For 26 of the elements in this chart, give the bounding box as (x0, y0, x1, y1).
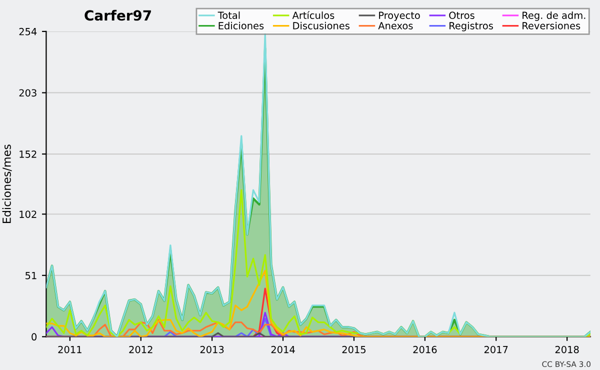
y-tick-label: 0 (32, 333, 37, 341)
y-tick-label: 152 (20, 150, 36, 158)
legend-label: Otros (449, 12, 474, 20)
legend-label: Registros (450, 22, 493, 32)
legend-label: Reversiones (522, 22, 580, 30)
legend-label: Total (218, 11, 240, 20)
legend-label: Proyecto (379, 12, 420, 21)
x-tick-label: 2014 (271, 346, 295, 354)
legend-label: Artículos (292, 11, 334, 20)
x-tick-label: 2017 (484, 346, 508, 354)
x-tick-label: 2016 (413, 346, 437, 354)
legend-label: Anexos (378, 22, 413, 30)
legend-label: Reg. de adm. (522, 11, 586, 21)
y-tick-label: 102 (20, 210, 36, 218)
y-tick-label: 203 (19, 89, 36, 97)
y-tick-label: 51 (26, 272, 36, 280)
x-tick-label: 2011 (58, 346, 82, 354)
legend-label: Ediciones (218, 22, 264, 30)
y-axis-title: Ediciones/mes (2, 144, 12, 223)
x-tick-label: 2012 (129, 346, 152, 354)
x-tick-label: 2015 (342, 346, 366, 354)
y-tick-label: 254 (19, 28, 37, 36)
chart-title: Carfer97 (84, 10, 151, 21)
x-tick-label: 2018 (555, 346, 579, 354)
x-tick-label: 2013 (200, 346, 224, 354)
legend-label: Discusiones (293, 22, 350, 30)
